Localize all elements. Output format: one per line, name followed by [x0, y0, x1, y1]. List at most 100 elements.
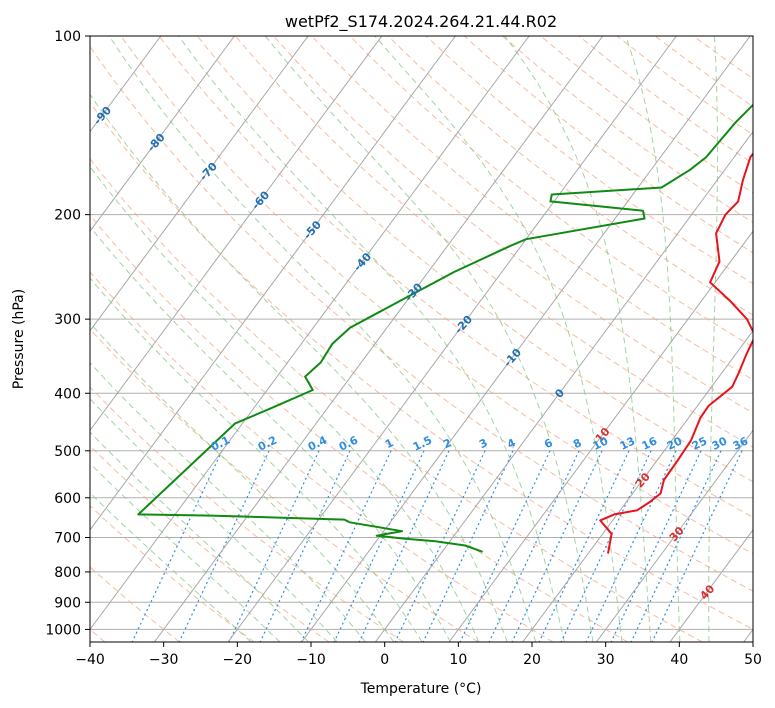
- x-tick-label: −10: [296, 652, 326, 668]
- dry-adiabat: [90, 271, 554, 642]
- mixing-ratio-label: 10: [591, 434, 611, 453]
- mixing-ratio-label: 4: [505, 436, 518, 451]
- y-tick-label: 600: [54, 491, 81, 507]
- y-tick-label: 500: [54, 444, 81, 460]
- isotherm-label: 30: [667, 524, 687, 544]
- mixing-ratio-label: 36: [731, 434, 751, 453]
- moist-adiabat: [90, 462, 281, 642]
- isotherm-label: -90: [91, 104, 114, 128]
- mixing-ratio-line: [394, 450, 486, 642]
- x-axis-ticks: −40 −30 −20 −10 0 10 20 30 40 50: [75, 642, 762, 668]
- isotherm-label: -100: [36, 73, 64, 102]
- y-tick-label: 400: [54, 386, 81, 402]
- dry-adiabat: [90, 158, 703, 642]
- y-tick-label: 300: [54, 312, 81, 328]
- dewpoint-line: [137, 103, 753, 553]
- isotherm: [90, 36, 383, 432]
- moist-adiabat: [708, 36, 719, 642]
- dry-adiabat: [90, 101, 753, 630]
- mixing-ratio-line: [259, 450, 351, 642]
- mixing-ratio-label: 13: [618, 434, 637, 452]
- moist-adiabat: [374, 36, 623, 642]
- mixing-ratio-line: [585, 450, 677, 642]
- y-tick-label: 1000: [45, 622, 81, 638]
- mixing-ratio-line: [358, 450, 450, 642]
- moist-adiabat: [90, 322, 395, 642]
- isotherm: [301, 36, 751, 642]
- dry-adiabat: [90, 45, 753, 592]
- x-tick-label: 40: [670, 652, 688, 668]
- isotherm-label: -20: [452, 313, 475, 337]
- mixing-ratio-label: 3: [477, 436, 490, 451]
- x-axis-label: Temperature (°C): [360, 681, 482, 697]
- x-tick-label: −30: [149, 652, 179, 668]
- isotherm: [448, 230, 753, 642]
- mixing-ratio-label: 20: [665, 434, 685, 453]
- mixing-ratio-label: 30: [710, 434, 730, 453]
- moist-adiabat: [90, 492, 252, 642]
- mixing-ratio-line: [511, 450, 603, 642]
- mixing-ratio-label: 16: [640, 434, 660, 453]
- mixing-ratio-line: [538, 450, 630, 642]
- isotherm-label: -10: [501, 346, 524, 370]
- x-tick-label: 0: [380, 652, 389, 668]
- moist-adiabat: [90, 398, 338, 642]
- mixing-ratio-label: 6: [542, 436, 555, 451]
- isotherm: [90, 36, 309, 332]
- x-tick-label: 10: [449, 652, 467, 668]
- sounding-series: [137, 103, 753, 554]
- dry-adiabat: [502, 36, 753, 224]
- isotherm: [595, 429, 753, 642]
- dry-adiabat: [349, 36, 753, 348]
- x-tick-label: 50: [744, 652, 762, 668]
- moist-adiabat: [625, 36, 681, 642]
- mixing-ratio-line: [333, 450, 425, 642]
- mixing-ratio-line: [630, 450, 722, 642]
- moist-adiabat: [90, 431, 309, 642]
- isotherms: [90, 36, 753, 642]
- x-tick-label: 20: [523, 652, 541, 668]
- dry-adiabat: [196, 36, 753, 483]
- mixing-ratio-line: [488, 450, 580, 642]
- isotherm: [374, 130, 753, 642]
- mixing-ratio-label: 8: [571, 436, 584, 451]
- y-tick-label: 100: [54, 29, 81, 45]
- dry-adiabat: [693, 36, 753, 80]
- mixing-ratio-line: [300, 450, 392, 642]
- mixing-ratio-line: [131, 450, 223, 642]
- dry-adiabat: [387, 36, 753, 316]
- plot-area: -100-90-80-70-60-50-40-30-20-10010203040…: [36, 36, 753, 642]
- mixing-ratio-label: 25: [690, 434, 709, 452]
- mixing-ratio-line: [459, 450, 551, 642]
- moist-adiabat: [178, 36, 565, 642]
- isotherm: [153, 36, 604, 642]
- moist-adiabat: [504, 36, 652, 642]
- isotherm: [227, 36, 677, 642]
- isotherm: [743, 628, 753, 642]
- isotherm-label: 40: [697, 582, 717, 602]
- mixing-ratio-line: [228, 450, 320, 642]
- dry-adiabat: [90, 505, 255, 642]
- mixing-ratio-line: [610, 450, 702, 642]
- y-tick-label: 900: [54, 595, 81, 611]
- isotherm-label: 20: [633, 470, 653, 490]
- isotherm: [90, 36, 456, 531]
- dry-adiabat: [90, 386, 404, 642]
- plot-frame: [89, 35, 754, 643]
- isotherm-label: -40: [351, 250, 374, 274]
- isotherm: [669, 529, 753, 642]
- y-axis-label: Pressure (hPa): [11, 289, 27, 389]
- isotherm: [522, 329, 753, 642]
- moist-adiabat: [90, 225, 451, 642]
- isotherm-label: -70: [197, 160, 220, 184]
- y-tick-label: 700: [54, 531, 81, 547]
- dry-adiabat: [616, 36, 753, 136]
- moist-adiabat: [108, 36, 537, 642]
- moist-adiabat: [90, 165, 480, 642]
- dry-adiabat: [311, 36, 753, 381]
- moist-adiabat: [90, 277, 423, 642]
- isotherm-label: 0: [552, 386, 567, 401]
- dry-adiabat: [90, 214, 628, 642]
- temperature-line: [599, 152, 753, 554]
